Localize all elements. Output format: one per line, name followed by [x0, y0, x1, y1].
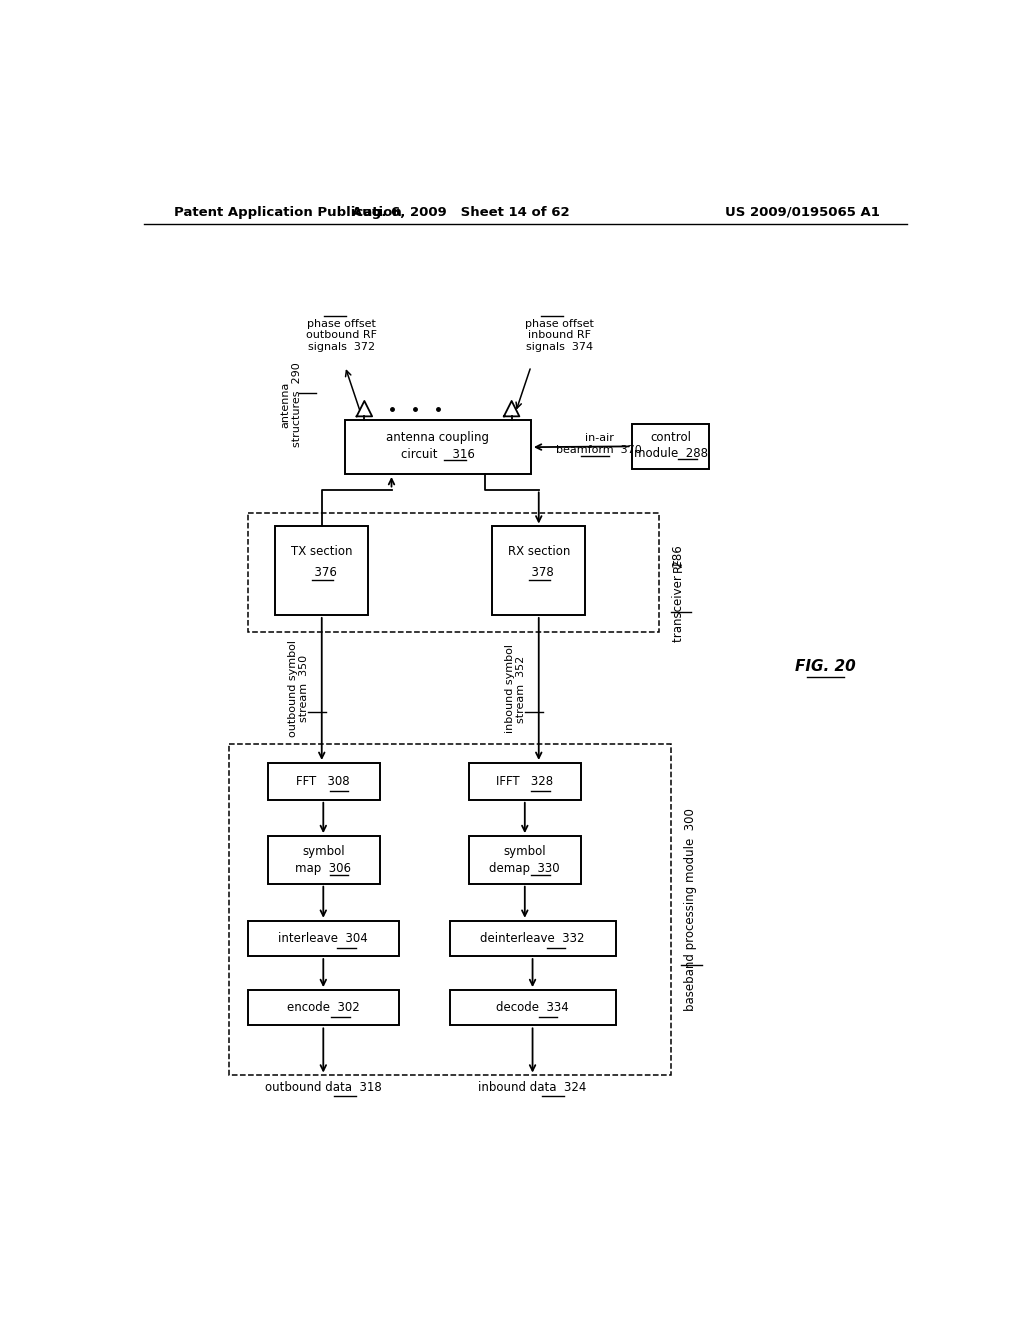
Text: Aug. 6, 2009   Sheet 14 of 62: Aug. 6, 2009 Sheet 14 of 62	[352, 206, 570, 219]
Bar	[248, 512, 658, 632]
Text: demap  330: demap 330	[489, 862, 560, 875]
Text: Patent Application Publication: Patent Application Publication	[174, 206, 402, 219]
Text: antenna coupling: antenna coupling	[386, 430, 489, 444]
Polygon shape	[504, 401, 519, 416]
Polygon shape	[356, 401, 372, 416]
Text: control: control	[650, 432, 691, 445]
Text: interleave  304: interleave 304	[279, 932, 369, 945]
Text: TX section: TX section	[291, 545, 352, 557]
Text: 376: 376	[307, 566, 337, 579]
Text: beamform  370: beamform 370	[556, 445, 642, 455]
Text: deinterleave  332: deinterleave 332	[480, 932, 585, 945]
Text: map  306: map 306	[295, 862, 351, 875]
Bar	[248, 921, 399, 956]
Text: outbound data  318: outbound data 318	[265, 1081, 382, 1093]
Bar	[267, 763, 380, 800]
Text: IFFT   328: IFFT 328	[497, 775, 553, 788]
Text: inbound data  324: inbound data 324	[478, 1081, 587, 1093]
Text: outbound symbol
stream  350: outbound symbol stream 350	[288, 640, 309, 738]
Text: circuit    316: circuit 316	[401, 447, 475, 461]
Bar	[493, 527, 586, 615]
Text: antenna
structures  290: antenna structures 290	[280, 363, 301, 447]
Bar	[450, 921, 616, 956]
Text: RF: RF	[672, 557, 685, 572]
Bar	[345, 420, 531, 474]
Bar	[469, 836, 582, 884]
Text: symbol: symbol	[302, 845, 345, 858]
Bar	[275, 527, 369, 615]
Text: transceiver  286: transceiver 286	[672, 545, 685, 642]
Bar	[228, 743, 671, 1074]
Text: module  288: module 288	[634, 446, 708, 459]
Text: 378: 378	[524, 566, 554, 579]
Text: phase offset
inbound RF
signals  374: phase offset inbound RF signals 374	[525, 319, 594, 352]
Text: in-air: in-air	[585, 433, 613, 444]
Text: FIG. 20: FIG. 20	[795, 659, 856, 675]
Bar	[450, 990, 616, 1026]
Bar	[248, 990, 399, 1026]
Text: decode  334: decode 334	[497, 1001, 569, 1014]
Bar	[469, 763, 582, 800]
Text: baseband processing module  300: baseband processing module 300	[684, 808, 697, 1011]
Text: US 2009/0195065 A1: US 2009/0195065 A1	[725, 206, 880, 219]
Text: RX section: RX section	[508, 545, 570, 557]
Bar	[632, 424, 710, 469]
Text: FFT   308: FFT 308	[297, 775, 350, 788]
Text: symbol: symbol	[504, 845, 546, 858]
Text: inbound symbol
stream  352: inbound symbol stream 352	[505, 644, 526, 734]
Text: encode  302: encode 302	[287, 1001, 359, 1014]
Text: phase offset
outbound RF
signals  372: phase offset outbound RF signals 372	[305, 319, 377, 352]
Bar	[267, 836, 380, 884]
